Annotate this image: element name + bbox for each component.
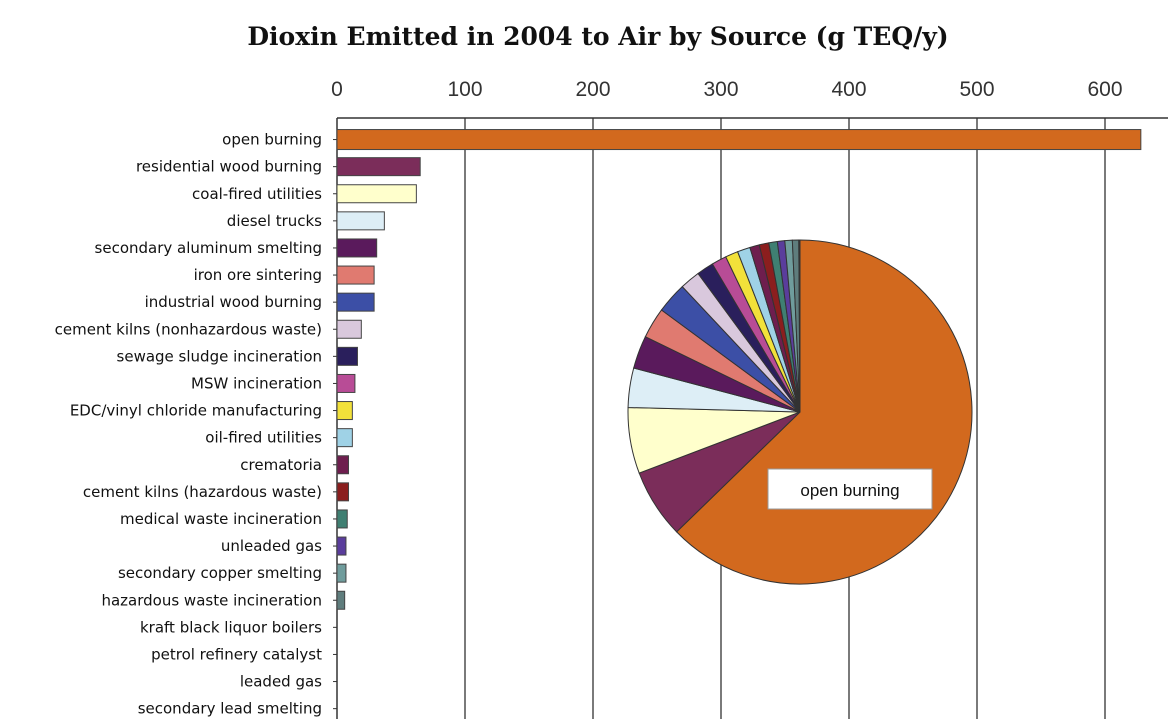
bars [336,129,1142,610]
bar [336,563,347,583]
bar [336,129,1142,151]
x-tick-label: 400 [831,78,866,101]
bar [336,509,348,529]
x-tick-label: 200 [575,78,610,101]
category-label: cement kilns (hazardous waste) [83,483,322,501]
category-label: EDC/vinyl chloride manufacturing [70,402,322,420]
category-label: open burning [222,131,322,149]
x-tick-label: 500 [959,78,994,101]
category-label: secondary lead smelting [138,700,322,718]
pie-chart [627,239,973,585]
category-label: crematoria [240,456,322,474]
x-tick-label: 0 [331,78,343,101]
bar [336,401,353,421]
x-tick-label: 600 [1087,78,1122,101]
pie-annotation-label: open burning [800,481,899,500]
category-label: unleaded gas [221,537,322,555]
x-tick-label: 100 [447,78,482,101]
category-label: residential wood burning [136,158,322,176]
category-label: cement kilns (nonhazardous waste) [55,320,322,338]
bar [336,319,362,339]
category-label: coal-fired utilities [192,185,322,203]
bar [336,455,350,475]
category-label: kraft black liquor boilers [140,618,322,636]
bar [336,428,353,448]
bar [336,536,347,556]
category-label: MSW incineration [191,374,322,392]
x-axis-ticks: 0 100 200 300 400 500 600 [331,78,1122,101]
category-label: diesel trucks [227,212,322,230]
bar [336,184,417,204]
x-tick-label: 300 [703,78,738,101]
bar [336,211,385,231]
bar [336,482,350,502]
category-label: secondary aluminum smelting [95,239,322,257]
category-label: secondary copper smelting [118,564,322,582]
bar [336,373,356,393]
pie-annotation-box [767,468,933,510]
bar [336,157,421,177]
category-label: sewage sludge incineration [117,347,322,365]
bar [336,292,375,312]
category-label: iron ore sintering [194,266,322,284]
category-label: petrol refinery catalyst [151,645,322,663]
category-label: oil-fired utilities [205,429,322,447]
category-label: medical waste incineration [120,510,322,528]
bar [336,265,375,285]
bar [336,238,378,258]
category-label: hazardous waste incineration [101,591,322,609]
category-label: leaded gas [240,673,322,691]
chart-title: Dioxin Emitted in 2004 to Air by Source … [247,22,948,51]
category-labels: open burning residential wood burning coal… [55,131,323,718]
bar [336,346,358,366]
bar [336,590,346,610]
category-label: industrial wood burning [145,293,322,311]
